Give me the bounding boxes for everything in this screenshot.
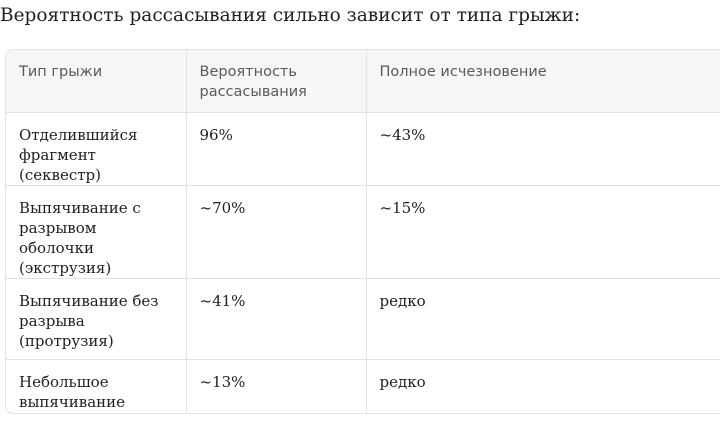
table-row: Выпячивание без разрыва (протрузия) ~41%… bbox=[6, 277, 720, 359]
header-resorption-probability: Вероятность рассасывания bbox=[185, 50, 366, 113]
cell-hernia-type: Небольшое выпячивание (bulging) bbox=[6, 358, 186, 413]
cell-hernia-type: Отделившийся фрагмент (секвестр) bbox=[19, 125, 138, 184]
cell-full-disappearance: редко bbox=[365, 358, 720, 413]
hernia-table: Тип грыжи Вероятность рассасывания Полно… bbox=[5, 49, 720, 414]
cell-resorption-probability: 96% bbox=[185, 112, 366, 185]
cell-full-disappearance: редко bbox=[365, 277, 720, 359]
table-header-row: Тип грыжи Вероятность рассасывания Полно… bbox=[6, 50, 720, 113]
cell-hernia-type: Выпячивание без разрыва (протрузия) bbox=[6, 277, 186, 359]
hernia-table-grid: Тип грыжи Вероятность рассасывания Полно… bbox=[6, 50, 720, 413]
header-hernia-type: Тип грыжи bbox=[6, 50, 186, 113]
intro-text: Вероятность рассасывания сильно зависит … bbox=[0, 5, 581, 26]
table-row: Выпячивание с разрывом оболочки (экструз… bbox=[6, 184, 720, 278]
cell-resorption-probability: ~13% bbox=[185, 358, 366, 413]
header-full-disappearance: Полное исчезновение bbox=[365, 50, 720, 113]
cell-full-disappearance: ~15% bbox=[365, 184, 720, 278]
table-row: Отделившийся фрагмент (секвестр) 96% ~43… bbox=[6, 112, 720, 185]
cell-resorption-probability: ~41% bbox=[185, 277, 366, 359]
cell-resorption-probability: ~70% bbox=[185, 184, 366, 278]
cell-full-disappearance: ~43% bbox=[365, 112, 720, 185]
table-row: Небольшое выпячивание (bulging) ~13% ред… bbox=[6, 358, 720, 413]
cell-hernia-type: Выпячивание с разрывом оболочки (экструз… bbox=[6, 184, 186, 278]
